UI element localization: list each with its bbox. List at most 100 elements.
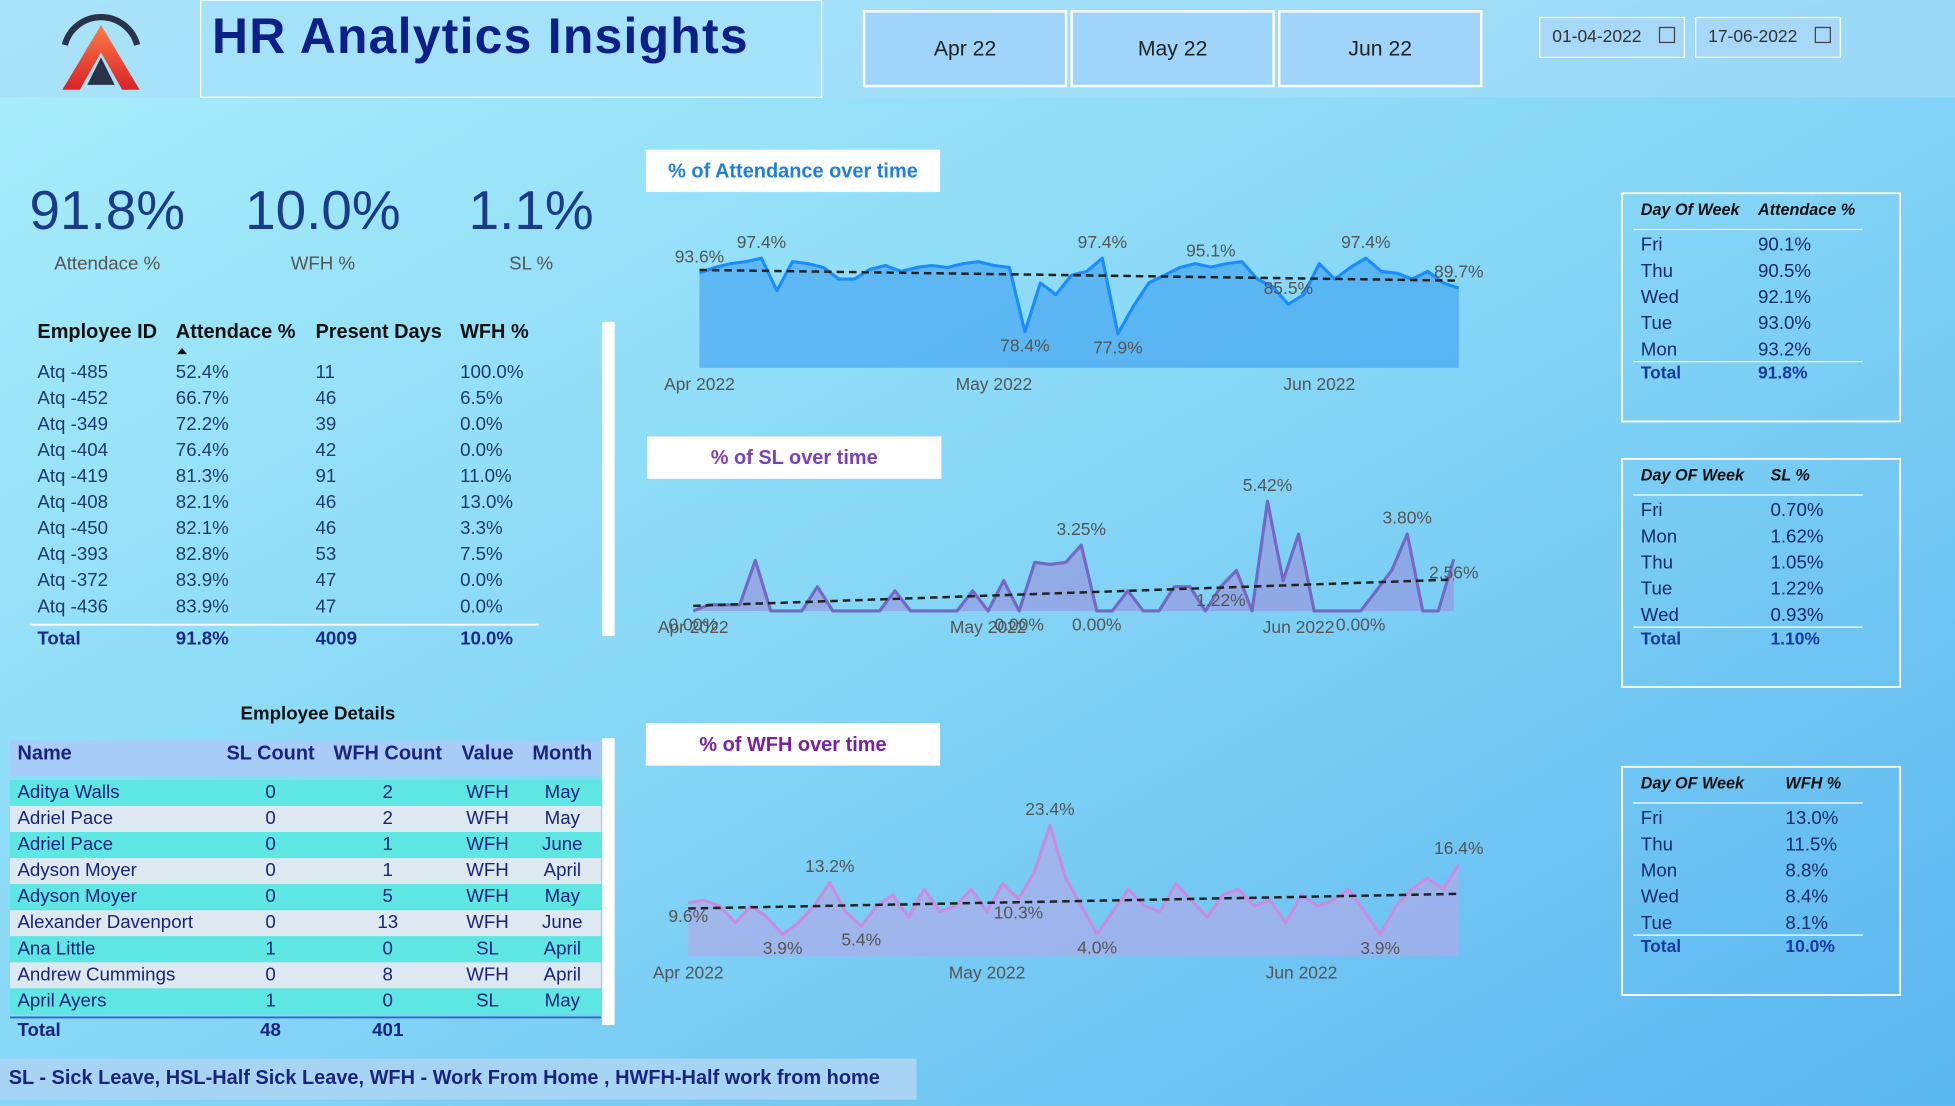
row-band — [9, 988, 601, 1015]
table-cell: 7.5% — [460, 543, 503, 564]
table-cell: Ana Little — [17, 937, 95, 958]
dashboard-title: HR Analytics Insights — [212, 8, 749, 64]
table-cell: 46 — [315, 491, 336, 512]
x-tick-label: Jun 2022 — [1283, 374, 1355, 394]
table-cell: WFH — [466, 963, 509, 984]
table-cell: 47 — [315, 569, 336, 590]
table-cell: April — [544, 859, 581, 880]
table-cell: 11.0% — [460, 465, 512, 486]
table-cell: Aditya Walls — [17, 781, 119, 802]
table-cell: 0.0% — [460, 569, 503, 590]
table-cell: Wed — [1641, 604, 1679, 625]
month-button-box — [1070, 10, 1275, 88]
total-cell: 91.8% — [1758, 363, 1808, 383]
chart-title-box — [645, 149, 941, 193]
table-cell: 76.4% — [176, 439, 229, 460]
table-cell: Atq -349 — [37, 413, 108, 434]
data-label: 89.7% — [1434, 262, 1483, 282]
table-cell: WFH — [466, 885, 509, 906]
x-tick-label: Jun 2022 — [1263, 617, 1335, 637]
data-label: 23.4% — [1025, 799, 1074, 819]
table-cell: Wed — [1641, 886, 1679, 907]
data-label: 10.3% — [994, 902, 1043, 922]
table-cell: 8.1% — [1785, 912, 1828, 933]
table-cell: 81.3% — [176, 465, 229, 486]
column-header: SL % — [1770, 467, 1809, 485]
table-cell: Atq -408 — [37, 491, 108, 512]
data-label: 0.00% — [669, 615, 718, 635]
table-cell: 1 — [265, 937, 275, 958]
table-cell: 53 — [315, 543, 336, 564]
table-cell: 1 — [383, 833, 393, 854]
table-cell: Atq -419 — [37, 465, 108, 486]
data-label: 97.4% — [1078, 232, 1127, 252]
row-band — [9, 832, 601, 859]
table-cell: 90.1% — [1758, 234, 1811, 255]
kpi-value: 91.8% — [29, 179, 185, 241]
data-label: 85.5% — [1264, 278, 1313, 298]
total-cell: 4009 — [315, 628, 357, 649]
chart-title-box — [647, 436, 942, 479]
table-cell: 83.9% — [176, 595, 229, 616]
column-header: Name — [17, 743, 71, 765]
column-header: Value — [461, 743, 513, 765]
table-cell: Atq -404 — [37, 439, 108, 460]
table-cell: 6.5% — [460, 387, 503, 408]
month-button[interactable]: Jun 22 — [1277, 10, 1483, 88]
table-cell: 8.4% — [1785, 886, 1828, 907]
table-cell: May — [545, 885, 581, 906]
table-cell: 66.7% — [176, 387, 229, 408]
table-cell: Fri — [1641, 807, 1663, 828]
table-cell: 0 — [265, 885, 275, 906]
table-cell: 46 — [315, 517, 336, 538]
data-label: 3.9% — [1360, 938, 1400, 958]
total-cell: 10.0% — [1785, 936, 1835, 956]
total-cell: Total — [17, 1019, 60, 1040]
table-cell: 5 — [383, 885, 393, 906]
data-label: 1.22% — [1196, 590, 1245, 610]
table-cell: 1.22% — [1770, 578, 1823, 599]
kpi-label: WFH % — [291, 252, 355, 273]
table-cell: 83.9% — [176, 569, 229, 590]
table-cell: Atq -450 — [37, 517, 108, 538]
date-from[interactable]: 01-04-2022 — [1539, 16, 1686, 59]
data-label: 77.9% — [1093, 337, 1142, 357]
data-label: 93.6% — [675, 247, 724, 267]
column-header: WFH % — [1785, 775, 1841, 793]
scrollbar[interactable] — [602, 738, 615, 1025]
row-band — [9, 805, 601, 833]
month-button-label: Apr 22 — [934, 38, 996, 61]
total-cell: 48 — [260, 1019, 281, 1040]
chart-title: % of Attendance over time — [668, 160, 918, 182]
month-button[interactable]: May 22 — [1070, 10, 1275, 88]
row-band — [9, 962, 601, 989]
column-header: Attendace % — [176, 321, 296, 343]
day-table-box — [1621, 457, 1902, 688]
chart-title-box — [645, 723, 941, 766]
table-cell: 2 — [383, 781, 393, 802]
data-label: 0.00% — [1336, 615, 1385, 635]
data-label: 5.4% — [841, 930, 881, 950]
kpi-value: 1.1% — [469, 179, 594, 241]
trend-line — [688, 892, 1459, 910]
month-button[interactable]: Apr 22 — [862, 10, 1068, 88]
table-cell: 90.5% — [1758, 260, 1811, 281]
column-header: WFH Count — [334, 743, 443, 765]
chart-title: % of WFH over time — [699, 734, 886, 756]
table-cell: 13 — [377, 911, 398, 932]
logo — [61, 13, 141, 90]
date-to[interactable]: 17-06-2022 — [1695, 16, 1841, 59]
table-cell: 0 — [265, 833, 275, 854]
table-cell: 0.0% — [460, 413, 503, 434]
month-button-box — [862, 10, 1068, 88]
table-cell: 1 — [383, 859, 393, 880]
kpi-value: 10.0% — [245, 179, 401, 241]
scrollbar[interactable] — [602, 321, 615, 636]
table-cell: 13.0% — [1785, 807, 1838, 828]
table-cell: 11 — [315, 361, 334, 382]
data-label: 2.56% — [1429, 563, 1478, 583]
table-cell: Tue — [1641, 912, 1673, 933]
x-tick-label: Jun 2022 — [1266, 962, 1338, 982]
table-cell: 0 — [265, 807, 275, 828]
table-cell: 82.8% — [176, 543, 229, 564]
